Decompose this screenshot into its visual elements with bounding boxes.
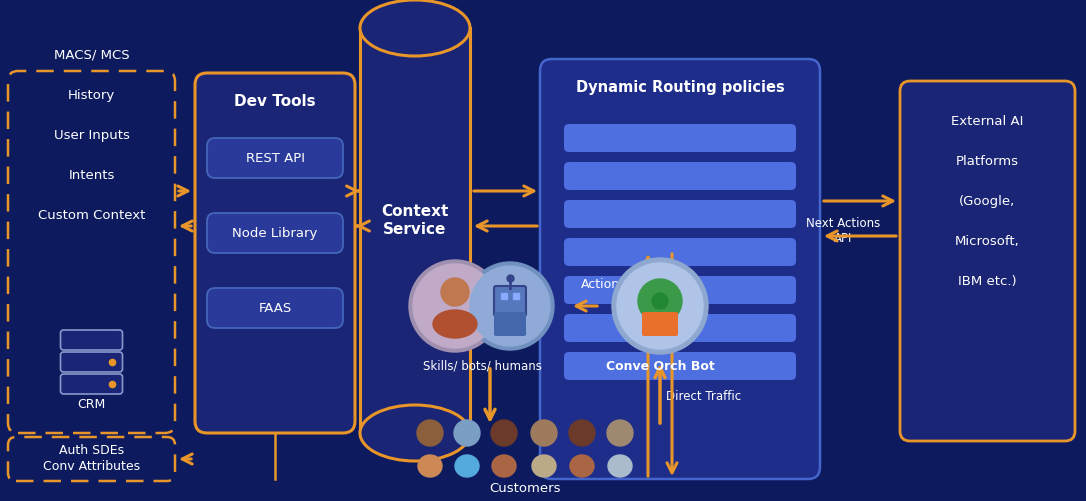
Text: Skills/ bots/ humans: Skills/ bots/ humans — [422, 360, 542, 373]
Ellipse shape — [359, 0, 470, 56]
Circle shape — [607, 420, 633, 446]
FancyBboxPatch shape — [564, 200, 796, 228]
Text: Intents: Intents — [68, 168, 115, 181]
Text: IBM etc.): IBM etc.) — [958, 275, 1016, 288]
Text: Dynamic Routing policies: Dynamic Routing policies — [576, 80, 784, 95]
Circle shape — [441, 278, 469, 306]
FancyBboxPatch shape — [494, 312, 526, 336]
Text: Context
Service: Context Service — [381, 204, 449, 236]
FancyBboxPatch shape — [61, 330, 123, 350]
Text: Next Actions
API: Next Actions API — [806, 217, 880, 245]
Text: Auth SDEs: Auth SDEs — [59, 444, 124, 457]
FancyBboxPatch shape — [564, 238, 796, 266]
Text: FAAS: FAAS — [258, 302, 292, 315]
FancyBboxPatch shape — [564, 314, 796, 342]
FancyBboxPatch shape — [494, 286, 526, 316]
Ellipse shape — [433, 310, 477, 338]
Text: Conve Orch Bot: Conve Orch Bot — [606, 360, 715, 373]
Text: User Inputs: User Inputs — [53, 128, 129, 141]
FancyBboxPatch shape — [564, 162, 796, 190]
FancyBboxPatch shape — [61, 374, 123, 394]
Circle shape — [531, 420, 557, 446]
FancyBboxPatch shape — [207, 288, 343, 328]
Text: External AI: External AI — [951, 115, 1024, 127]
FancyBboxPatch shape — [654, 299, 666, 309]
FancyBboxPatch shape — [564, 352, 796, 380]
FancyBboxPatch shape — [207, 213, 343, 253]
Circle shape — [466, 262, 554, 350]
Circle shape — [409, 260, 501, 352]
Text: CRM: CRM — [77, 398, 105, 411]
Circle shape — [491, 420, 517, 446]
Circle shape — [454, 420, 480, 446]
Text: Custom Context: Custom Context — [38, 208, 146, 221]
Text: (Google,: (Google, — [959, 194, 1015, 207]
Text: Node Library: Node Library — [232, 226, 318, 239]
Text: Direct Traffic: Direct Traffic — [666, 389, 741, 402]
Circle shape — [413, 264, 497, 348]
Text: Customers: Customers — [490, 482, 560, 495]
FancyBboxPatch shape — [642, 312, 678, 336]
Ellipse shape — [608, 455, 632, 477]
Text: Microsoft,: Microsoft, — [955, 234, 1020, 247]
Text: History: History — [67, 89, 115, 102]
Circle shape — [637, 279, 682, 323]
Ellipse shape — [492, 455, 516, 477]
Circle shape — [417, 420, 443, 446]
Ellipse shape — [570, 455, 594, 477]
FancyBboxPatch shape — [195, 73, 355, 433]
Circle shape — [569, 420, 595, 446]
Text: MACS/ MCS: MACS/ MCS — [53, 49, 129, 62]
FancyBboxPatch shape — [61, 352, 123, 372]
FancyBboxPatch shape — [900, 81, 1075, 441]
Ellipse shape — [455, 455, 479, 477]
Text: Conv Attributes: Conv Attributes — [43, 460, 140, 473]
Ellipse shape — [418, 455, 442, 477]
Text: REST API: REST API — [245, 151, 304, 164]
Circle shape — [617, 263, 703, 349]
FancyBboxPatch shape — [564, 276, 796, 304]
Text: Platforms: Platforms — [956, 154, 1019, 167]
Bar — [359, 28, 470, 433]
Text: Action: Action — [580, 278, 619, 291]
FancyBboxPatch shape — [540, 59, 820, 479]
Circle shape — [652, 293, 668, 309]
Circle shape — [470, 266, 550, 346]
FancyBboxPatch shape — [207, 138, 343, 178]
Circle shape — [613, 258, 708, 354]
FancyBboxPatch shape — [564, 124, 796, 152]
Ellipse shape — [363, 2, 467, 54]
Text: Dev Tools: Dev Tools — [235, 94, 316, 109]
Ellipse shape — [359, 405, 470, 461]
Ellipse shape — [532, 455, 556, 477]
